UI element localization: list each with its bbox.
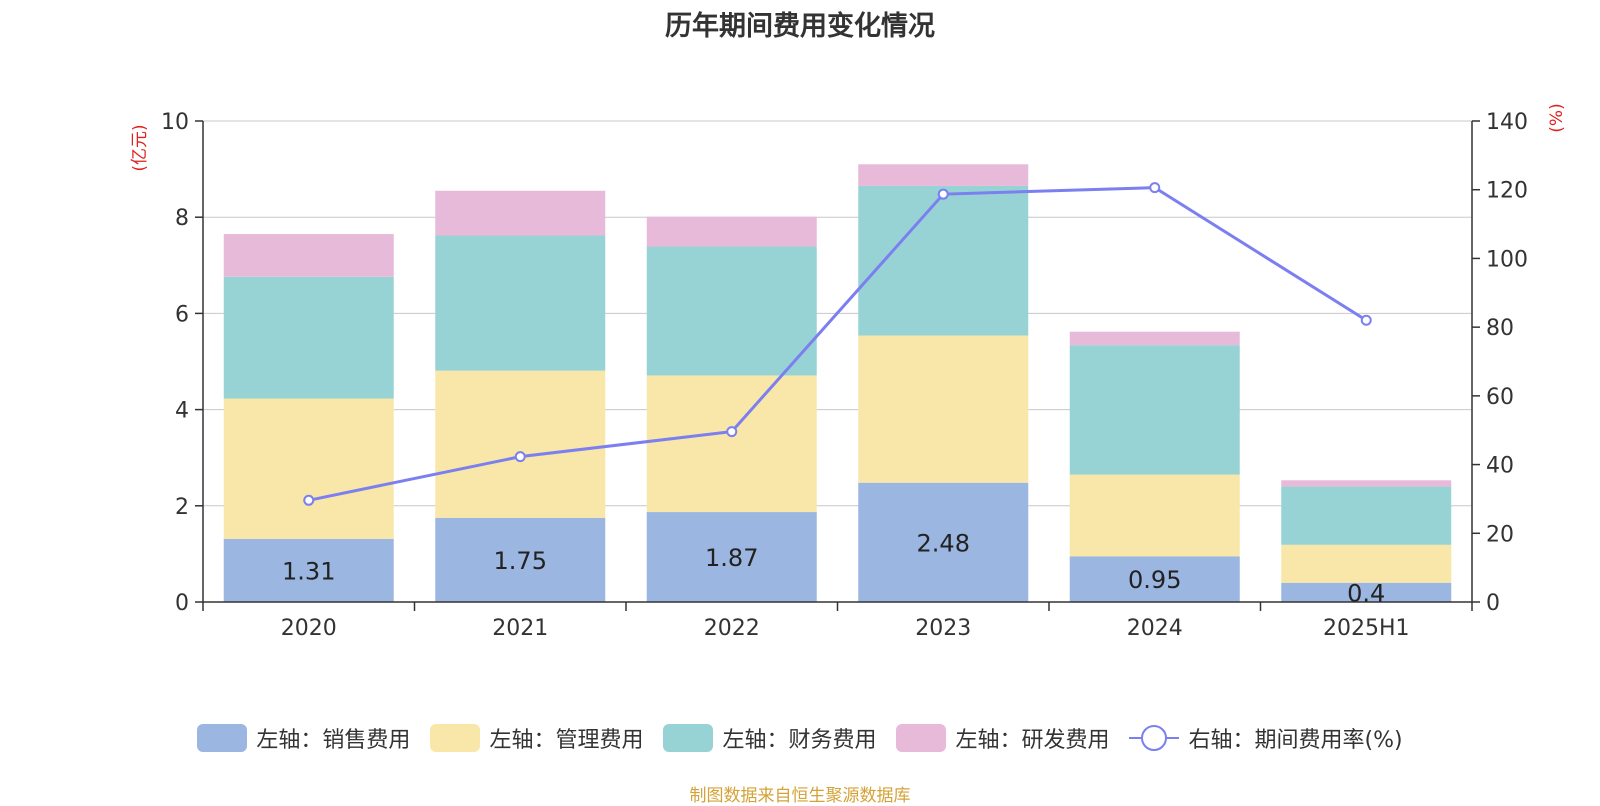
legend-item-admin[interactable]: 左轴：管理费用: [430, 722, 643, 754]
bar-segment-4: [1069, 331, 1240, 346]
expense-rate-point: [303, 494, 315, 506]
bar-segment-3: [858, 185, 1029, 336]
right-axis-tick-label: 40: [1486, 454, 1514, 479]
bar-segment-1: [858, 482, 1029, 602]
x-axis-tick-label: 2022: [704, 616, 760, 641]
legend-label-finance: 左轴：财务费用: [722, 728, 877, 753]
expense-rate-point: [726, 426, 738, 438]
right-axis-tick-label: 60: [1486, 385, 1514, 410]
bar-segment-2: [858, 335, 1029, 483]
legend-label-sales: 左轴：销售费用: [256, 728, 411, 753]
legend-item-rnd[interactable]: 左轴：研发费用: [896, 722, 1109, 754]
expense-rate-point: [1149, 182, 1161, 194]
legend-item-finance[interactable]: 左轴：财务费用: [663, 722, 876, 754]
legend-label-expense-rate: 右轴：期间费用率(%): [1188, 728, 1403, 753]
x-axis-tick-label: 2025H1: [1323, 616, 1410, 641]
bar-segment-1: [435, 517, 606, 602]
bar-segment-1: [1281, 582, 1452, 602]
x-axis-tick-label: 2020: [281, 616, 337, 641]
bar-segment-1: [1069, 556, 1240, 602]
right-axis-unit-label: (%): [1547, 103, 1567, 132]
right-axis-tick-label: 20: [1486, 522, 1514, 547]
bar-segment-4: [1281, 480, 1452, 487]
bar-segment-4: [435, 190, 606, 236]
left-axis-tick-label: 10: [161, 110, 189, 135]
x-axis-tick-label: 2023: [915, 616, 971, 641]
left-axis-tick-label: 8: [175, 206, 189, 231]
bar-data-label: 0.4: [1347, 579, 1385, 607]
bar-segment-1: [646, 512, 817, 602]
bar-segment-4: [858, 164, 1029, 186]
expense-rate-line: [308, 186, 1368, 502]
bar-segment-3: [223, 276, 394, 399]
right-axis-tick-label: 120: [1486, 179, 1528, 204]
left-axis-tick-label: 0: [175, 591, 189, 616]
expense-rate-point: [937, 188, 949, 200]
bar-segment-1: [223, 538, 394, 602]
bar-segment-2: [1281, 544, 1452, 583]
bar-segment-4: [646, 216, 817, 247]
bar-data-label: 0.95: [1128, 566, 1181, 594]
legend-swatch-rnd: [896, 724, 947, 752]
legend: 左轴：销售费用 左轴：管理费用 左轴：财务费用 左轴：研发费用 右轴：期间费用率…: [0, 722, 1600, 754]
right-axis-tick-label: 0: [1486, 591, 1500, 616]
legend-swatch-expense-rate: [1129, 724, 1180, 752]
right-axis-tick-label: 100: [1486, 247, 1528, 272]
bar-segment-3: [1069, 345, 1240, 475]
legend-swatch-finance: [663, 724, 714, 752]
expense-rate-point: [514, 451, 526, 463]
legend-swatch-admin: [430, 724, 481, 752]
source-note: 制图数据来自恒生聚源数据库: [689, 786, 911, 806]
bar-segment-3: [435, 235, 606, 371]
bar-data-label: 1.31: [282, 557, 335, 585]
bar-segment-2: [1069, 474, 1240, 557]
chart-title: 历年期间费用变化情况: [665, 11, 935, 42]
left-axis-tick-label: 2: [175, 495, 189, 520]
legend-label-admin: 左轴：管理费用: [489, 728, 644, 753]
bar-segment-2: [223, 398, 394, 539]
x-axis-tick-label: 2024: [1127, 616, 1183, 641]
bar-segment-3: [1281, 486, 1452, 545]
bar-segment-2: [435, 370, 606, 518]
right-axis-tick-label: 140: [1486, 110, 1528, 135]
bar-data-label: 1.87: [705, 544, 758, 572]
bar-segment-3: [646, 246, 817, 376]
bar-segment-2: [646, 375, 817, 513]
expense-rate-point: [1360, 314, 1372, 326]
legend-item-expense-rate[interactable]: 右轴：期间费用率(%): [1129, 722, 1403, 754]
x-axis-tick-label: 2021: [492, 616, 548, 641]
legend-label-rnd: 左轴：研发费用: [955, 728, 1110, 753]
legend-item-sales[interactable]: 左轴：销售费用: [197, 722, 410, 754]
right-axis-tick-label: 80: [1486, 316, 1514, 341]
left-axis-tick-label: 6: [175, 302, 189, 327]
left-axis-tick-label: 4: [175, 399, 189, 424]
bar-segment-4: [223, 234, 394, 277]
bar-data-label: 2.48: [917, 529, 970, 557]
bar-data-label: 1.75: [494, 547, 547, 575]
left-axis-unit-label: (亿元): [130, 124, 150, 171]
legend-swatch-sales: [197, 724, 248, 752]
